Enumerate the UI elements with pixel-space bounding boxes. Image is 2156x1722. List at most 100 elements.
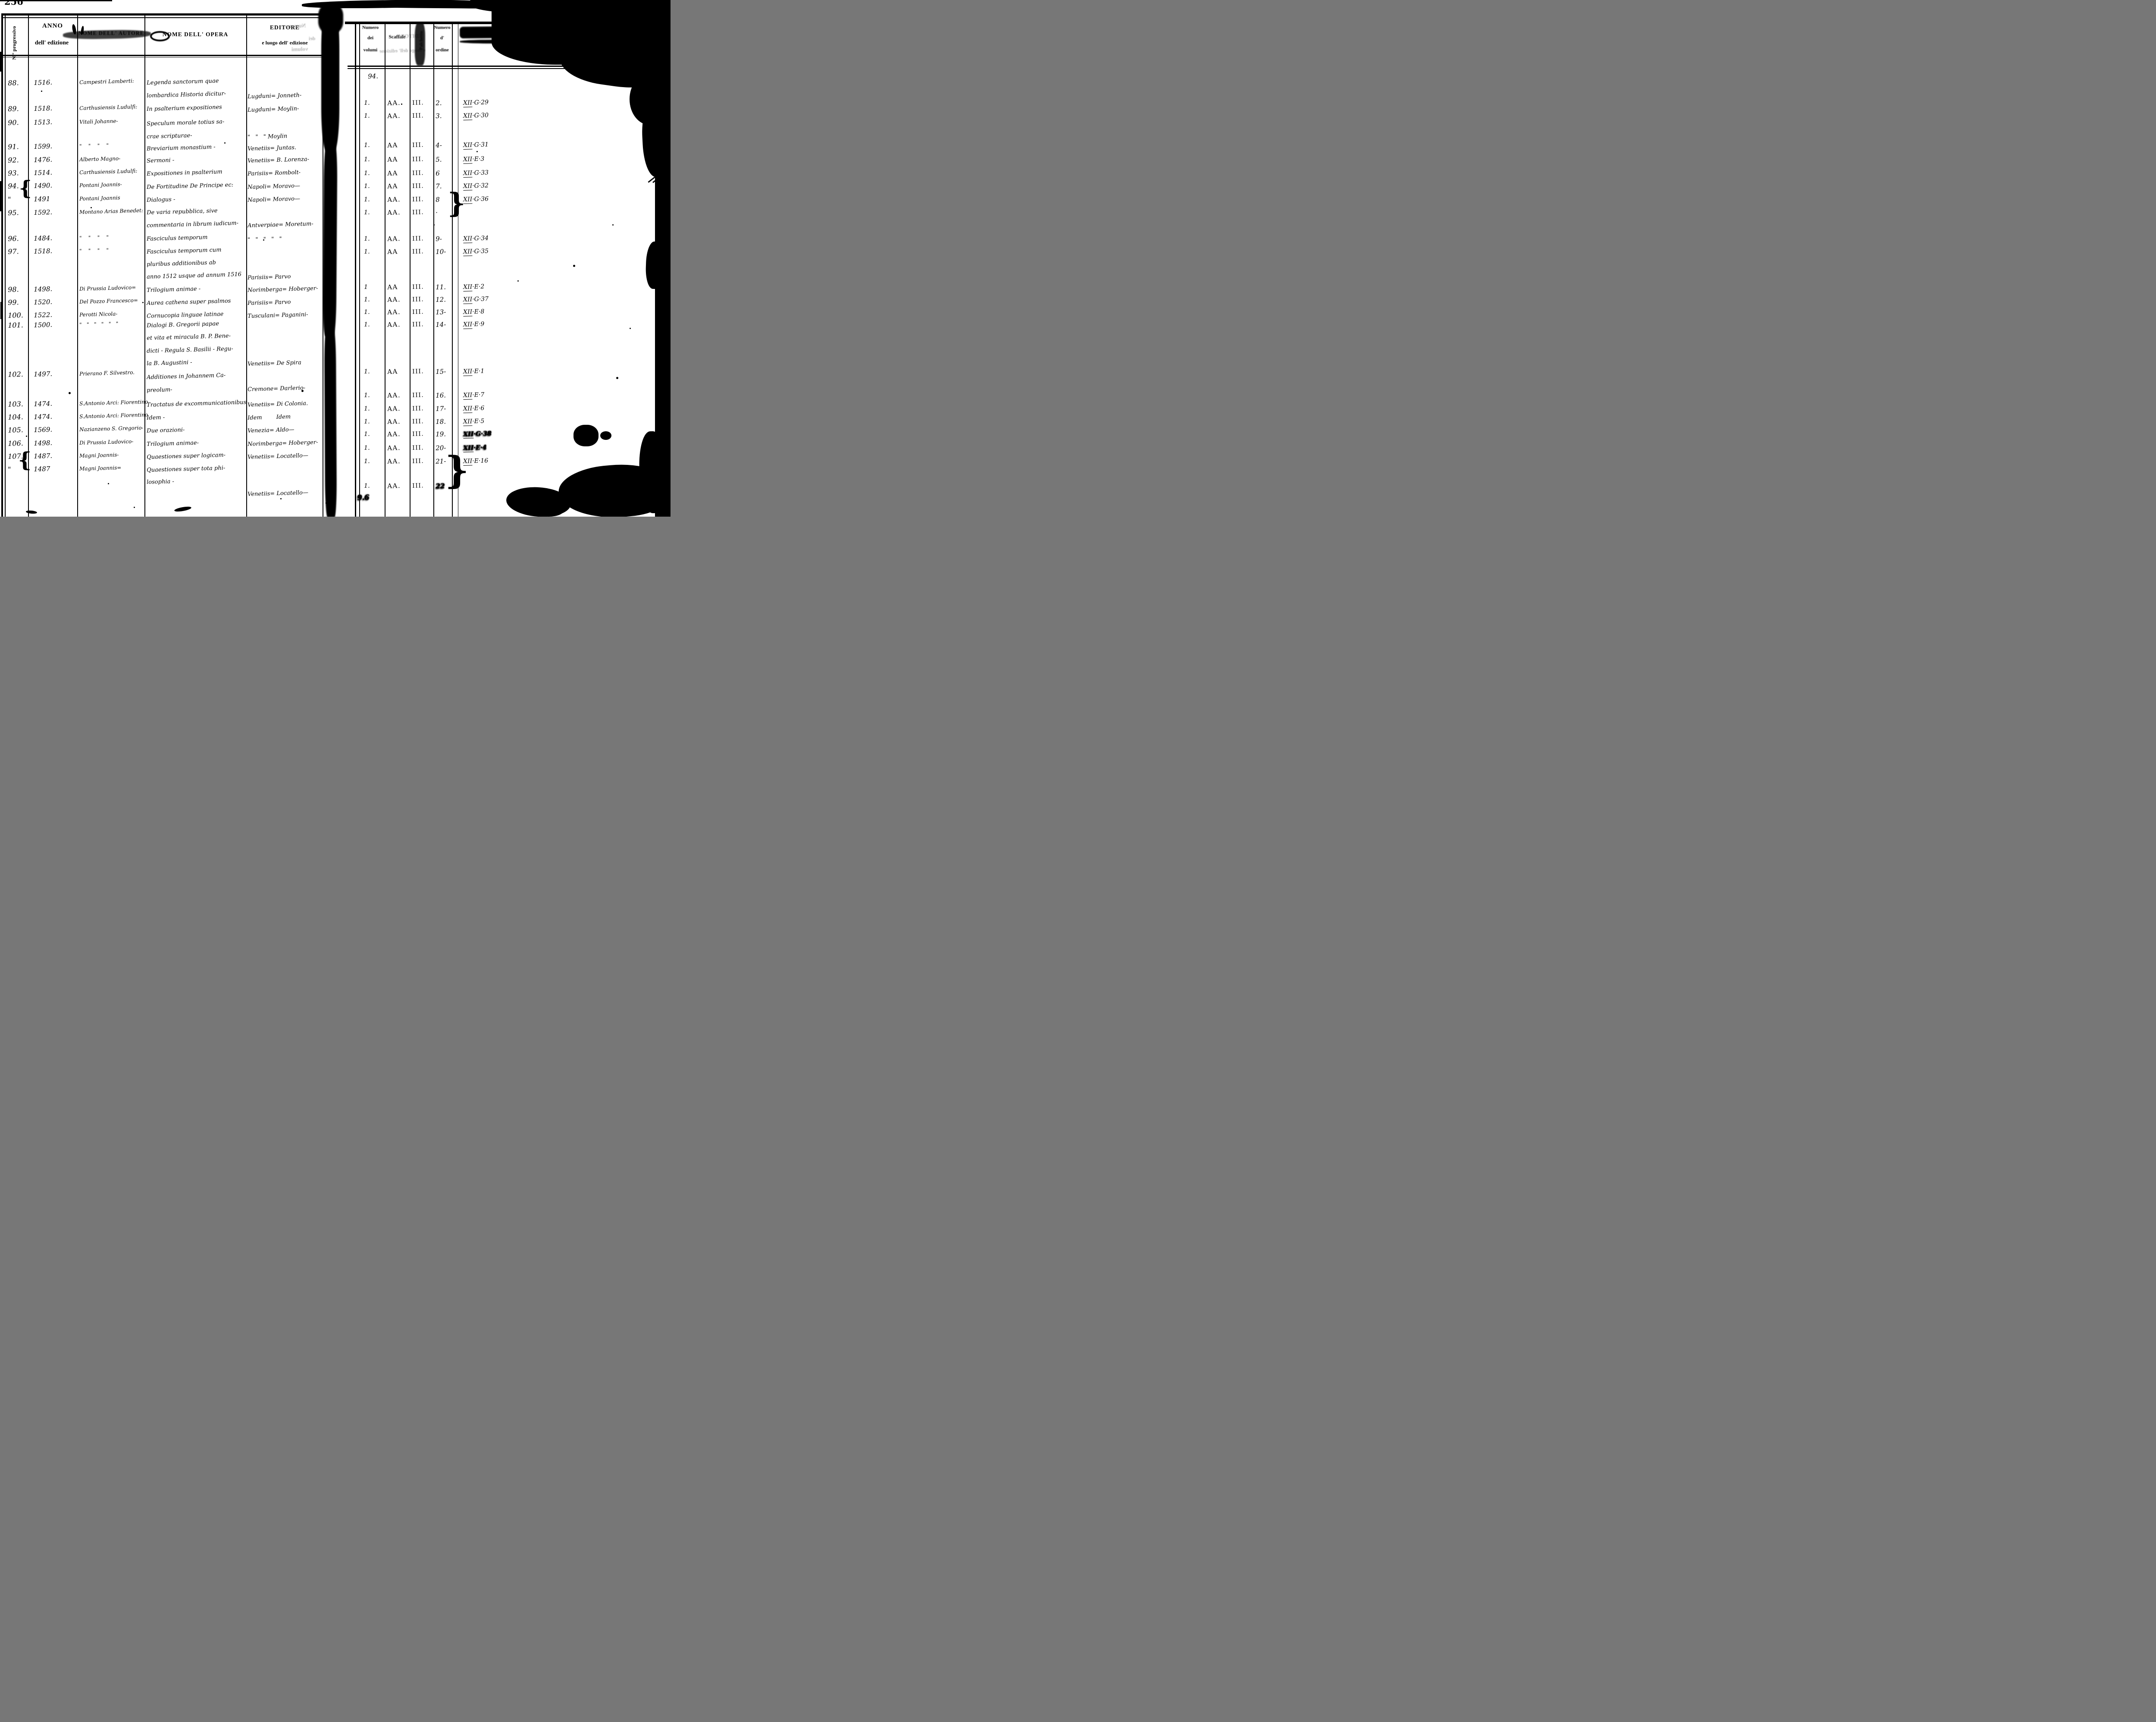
- row-number: ": [7, 195, 11, 204]
- row-collocazione: XII·E·9: [463, 321, 484, 329]
- row-edition-year: 1569.: [33, 425, 53, 434]
- row-number: 95.: [7, 208, 19, 217]
- row-editor-place-line: Napoli= Moravo—: [247, 195, 301, 204]
- collocazione-number: ·E·7: [472, 391, 485, 399]
- row-editor-place-line: Parisiis= Parvo: [247, 273, 291, 281]
- header-col-editore-line2: e luogo dell' edizione: [262, 40, 308, 46]
- row-scaffale: AA.: [387, 235, 401, 243]
- table-rule-vertical: [433, 22, 434, 517]
- collocazione-roman: XII: [463, 283, 473, 292]
- row-editor-place-line: " " " Moylin: [247, 133, 288, 141]
- row-edition-year: 1474.: [33, 399, 53, 408]
- ink-blob: [0, 302, 2, 319]
- ink-blob: [323, 142, 338, 337]
- collocazione-number: ·G·35: [472, 248, 489, 255]
- row-palchetto: III.: [412, 296, 424, 303]
- row-ordine: 4-: [435, 141, 442, 149]
- row-number: ": [7, 465, 11, 474]
- row-collocazione: XII·G·29: [463, 99, 489, 107]
- row-collocazione: XII·E·2: [463, 283, 484, 292]
- row-author: Vitali Johanne-: [79, 118, 118, 125]
- table-rule-vertical: [5, 13, 6, 517]
- row-collocazione: XII·E·4: [463, 444, 487, 452]
- row-scaffale: AA.: [387, 208, 401, 216]
- brace-right-22: }: [445, 449, 469, 492]
- row-volume-count: 1.: [364, 248, 370, 255]
- row-collocazione: XII·E·7: [463, 391, 485, 400]
- row-volume-count: 1.: [364, 169, 370, 177]
- row-scaffale: AA.: [387, 405, 401, 413]
- ghost-text-volumi: volumi: [291, 45, 308, 53]
- collocazione-number: ·G·38: [473, 430, 492, 438]
- row-scaffale: AA.: [387, 320, 401, 329]
- row-scaffale: AA: [387, 182, 398, 190]
- row-ordine: 7.: [435, 182, 442, 190]
- row-palchetto: III.: [412, 156, 424, 163]
- collocazione-roman: XII: [463, 99, 473, 107]
- ink-blob: [324, 327, 337, 517]
- row-volume-count: 1.: [364, 141, 370, 149]
- row-palchetto: III.: [412, 458, 424, 465]
- row-number: 97.: [7, 247, 19, 256]
- row-work-title-line: losophia -: [146, 478, 174, 486]
- collocazione-number: ·E·4: [473, 444, 487, 452]
- row-number: 90.: [7, 118, 19, 127]
- row-palchetto: III.: [412, 196, 424, 203]
- row-palchetto: III.: [412, 430, 424, 438]
- row-scaffale: AA.: [387, 112, 401, 120]
- row-volume-count: 1.: [364, 482, 370, 489]
- row-ordine: 17-: [435, 405, 446, 413]
- header-col-ordine-line1: Numero: [434, 25, 451, 30]
- row-number: 100.: [7, 311, 24, 320]
- ink-blob: [534, 504, 564, 517]
- header-col-anno-line2: dell' edizione: [34, 40, 69, 46]
- row-number: 88.: [7, 78, 19, 87]
- header-col-volumi-line3: volumi: [363, 47, 378, 53]
- row-ordine: 15-: [435, 367, 446, 376]
- collocazione-number: ·G·33: [472, 169, 489, 177]
- row-volume-count: 1.: [364, 392, 370, 399]
- collocazione-roman: XII: [463, 368, 473, 376]
- row-scaffale: AA.: [387, 391, 401, 399]
- row-collocazione: XII·G·32: [463, 182, 489, 191]
- row-ordine: 14-: [435, 320, 446, 329]
- row-number: 92.: [7, 156, 19, 164]
- row-volume-count: 1.: [364, 235, 370, 242]
- row-palchetto: III.: [412, 99, 424, 107]
- row-volume-count: 1.: [364, 99, 370, 107]
- collocazione-number: ·E·16: [472, 457, 489, 465]
- row-palchetto: III.: [412, 308, 424, 316]
- ink-blob: [0, 181, 2, 211]
- row-scaffale: AA: [387, 367, 398, 376]
- ink-blob: [321, 5, 339, 152]
- collocazione-roman: XII: [463, 308, 473, 317]
- row-ordine: 6: [435, 169, 440, 177]
- row-number: 93.: [7, 169, 19, 177]
- collocazione-roman: XII: [463, 321, 473, 329]
- row-ordine: 8: [435, 195, 440, 204]
- row-author: " " " ": [79, 247, 109, 254]
- row-volume-count: 1.: [364, 321, 370, 328]
- collocazione-roman: XII: [463, 418, 473, 426]
- row-work-title-line: preolum-: [146, 386, 172, 394]
- row-author: " " " ": [79, 234, 109, 241]
- row-edition-year: 1497.: [33, 370, 53, 378]
- row-volume-count: 1.: [364, 444, 370, 452]
- header-col-volumi-line1: Numero: [362, 25, 379, 30]
- catalog-page-scan: 256 N.° progressivo ANNO dell' edizione …: [0, 0, 671, 517]
- row-collocazione: XII·G·30: [463, 112, 489, 120]
- collocazione-roman: XII: [463, 156, 473, 164]
- row-collocazione: XII·E·6: [463, 405, 484, 413]
- table-rule-horizontal: [1, 17, 323, 18]
- row-palchetto: III.: [412, 392, 424, 399]
- row-volume-count: 1: [364, 283, 368, 291]
- collocazione-number: ·G·30: [472, 112, 489, 119]
- row-author: Magni Joannis-: [79, 452, 119, 459]
- row-editor-place-line: Napoli= Moravo—: [247, 182, 301, 191]
- row-number: 98.: [7, 285, 19, 294]
- row-work-title-line: la B. Augustini -: [146, 359, 192, 367]
- header-col-ordine-line3: ordine: [436, 47, 449, 53]
- row-palchetto: III.: [412, 321, 424, 328]
- header-col-volumi-line2: dei: [367, 35, 374, 41]
- row-collocazione: XII·G·35: [463, 248, 489, 256]
